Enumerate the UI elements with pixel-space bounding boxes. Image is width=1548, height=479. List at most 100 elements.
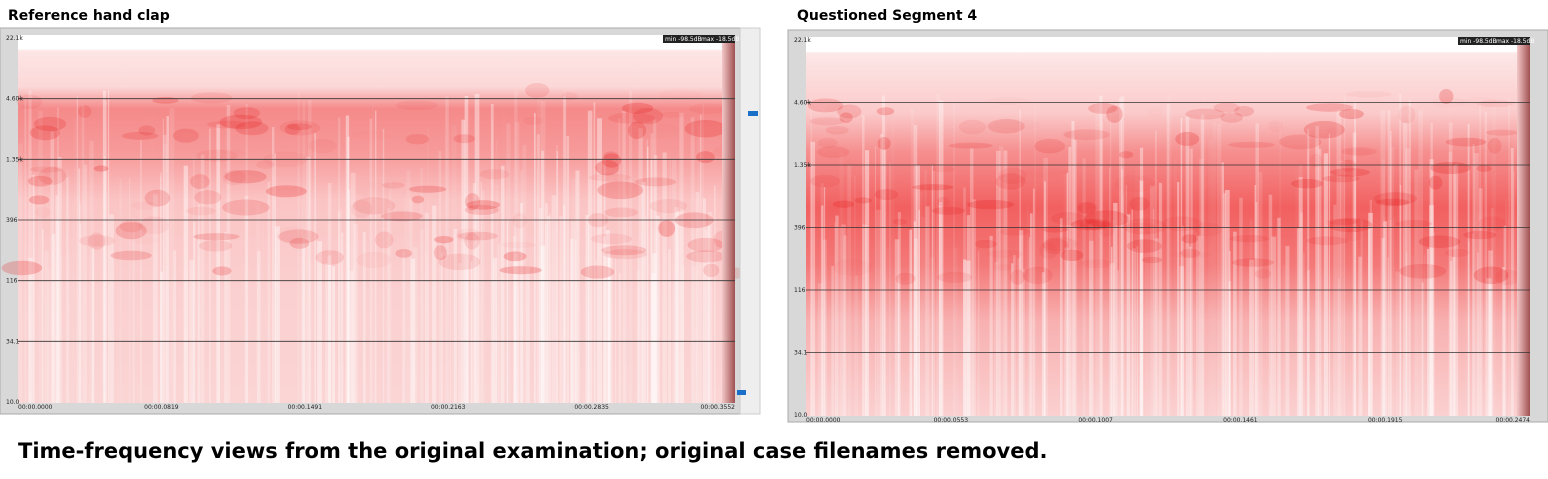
texture [624,194,629,403]
texture [817,146,850,159]
texture [909,229,913,416]
texture [224,170,267,184]
texture [1387,110,1391,417]
texture [1298,177,1303,416]
texture [18,164,23,403]
texture [28,195,50,205]
texture [352,197,396,215]
texture [1485,129,1519,136]
texture [641,181,646,403]
texture [1110,246,1113,416]
texture [821,205,824,416]
texture [28,257,33,403]
texture [194,190,222,205]
texture [356,251,392,268]
frequency-label: 116 [6,278,18,285]
texture [512,212,527,229]
texture [580,265,615,279]
texture [1323,153,1329,416]
texture [1129,196,1150,211]
texture [1088,223,1094,416]
texture [265,185,307,198]
texture [551,195,557,403]
texture [822,239,827,416]
texture [287,123,313,130]
texture [877,136,891,150]
texture [169,108,175,403]
texture [647,146,649,403]
texture [540,245,546,403]
texture [197,204,200,403]
texture [1220,112,1243,123]
texture [1490,208,1494,416]
texture [432,205,437,403]
texture [244,195,249,403]
texture [1333,204,1337,416]
texture [1338,108,1364,120]
texture [1039,242,1058,259]
texture [825,126,849,135]
texture [256,203,260,403]
texture [327,255,332,403]
texture [1305,103,1354,112]
texture [29,125,60,141]
texture [963,187,966,416]
texture [1408,100,1411,417]
texture [913,221,916,416]
texture [865,150,870,417]
texture [635,177,677,187]
texture [1418,110,1424,416]
texture [67,251,71,403]
texture [1487,137,1502,154]
texture [807,98,844,113]
texture [700,114,702,403]
texture [18,143,23,403]
texture [1451,257,1455,416]
texture [880,133,883,416]
texture [593,102,596,403]
texture [690,117,695,403]
texture [999,146,1004,417]
frequency-label: 22.1k [794,37,811,44]
texture [79,203,82,403]
texture [461,119,466,403]
texture [1182,225,1184,416]
texture [467,239,469,403]
texture [1179,266,1185,416]
texture [345,115,350,403]
texture [633,108,663,125]
texture [831,265,835,416]
texture [602,249,648,260]
texture [1084,210,1129,228]
texture [105,100,107,404]
texture [1000,227,1030,236]
texture [1344,229,1362,242]
texture [1271,236,1277,416]
texture [588,173,632,182]
texture [1082,158,1086,416]
texture [1154,238,1159,416]
texture [1077,202,1097,214]
top-band [18,35,735,50]
texture [1229,234,1270,243]
texture [1307,128,1310,416]
texture [1327,218,1359,225]
texture [458,262,462,403]
texture [967,199,1015,210]
texture [1255,123,1259,416]
texture [1043,157,1048,416]
texture [28,90,32,403]
texture [278,229,319,244]
texture [881,95,885,417]
texture [271,127,275,403]
time-label: 00:00.2474 [1496,417,1531,424]
texture [438,151,442,403]
texture [1122,196,1125,416]
texture [691,220,695,403]
texture [196,149,238,162]
texture [930,257,935,416]
texture [1233,231,1237,416]
texture [993,264,1020,271]
texture [1,260,43,276]
texture [506,220,508,403]
